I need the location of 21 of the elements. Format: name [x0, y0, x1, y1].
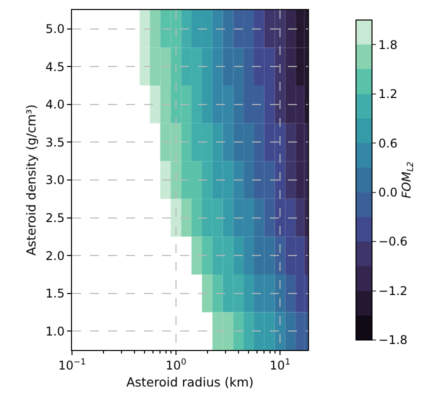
y-tick-label: 1.5 — [46, 286, 65, 301]
color-bar-label: 0.0 — [378, 186, 398, 200]
y-tick-label: 4.5 — [46, 60, 65, 74]
color-bar-label: 1.8 — [378, 38, 398, 52]
color-bar-label: −1.8 — [378, 333, 408, 348]
y-axis-title: Asteroid density (g/cm³) — [24, 104, 39, 256]
y-tick-label: 2.5 — [46, 210, 65, 225]
color-bar-label: −0.6 — [378, 234, 408, 249]
x-tick-label: 10$^{1}$ — [270, 356, 290, 372]
color-bar-label: 1.2 — [378, 87, 398, 102]
y-tick-label: 3.5 — [46, 135, 65, 150]
y-tick-label: 1.0 — [46, 324, 65, 338]
y-tick-label: 3.0 — [46, 173, 65, 188]
color-bar-label: −1.2 — [378, 284, 408, 298]
x-tick-label: 10$^{−1}$ — [58, 356, 86, 372]
x-tick-label: 10$^{0}$ — [166, 356, 186, 372]
x-axis-title: Asteroid radius (km) — [126, 374, 254, 390]
color-bar-label: 0.6 — [378, 136, 398, 150]
y-tick-label: 2.0 — [46, 248, 65, 263]
y-tick-label: 5.0 — [46, 22, 65, 36]
y-tick-label: 4.0 — [46, 98, 65, 112]
